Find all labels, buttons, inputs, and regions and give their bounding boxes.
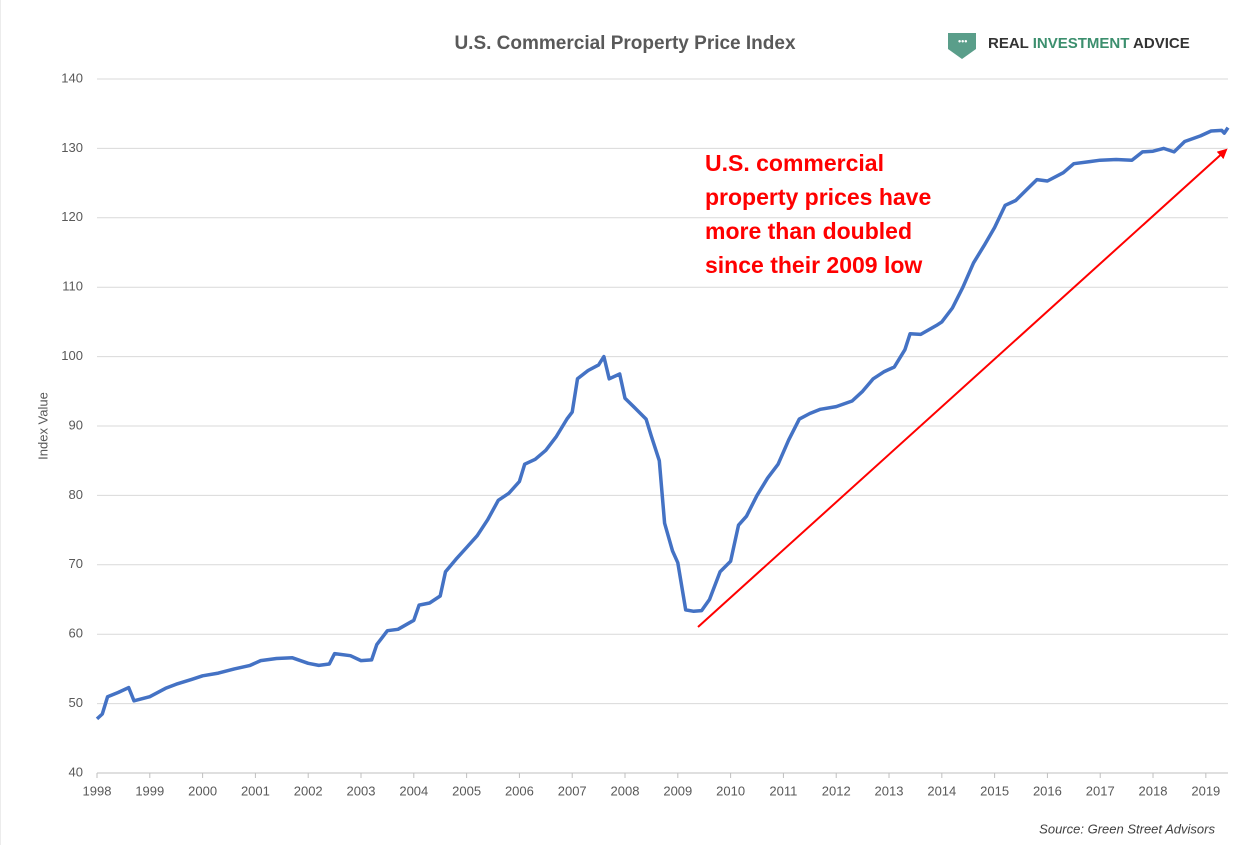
annotation: U.S. commercial property prices have more …: [705, 150, 931, 278]
data-line: [95, 126, 1230, 721]
logo-word: INVESTMENT: [1033, 35, 1130, 52]
y-tick-label: 140: [61, 70, 83, 85]
logo-text: REAL INVESTMENT ADVICE: [988, 35, 1190, 52]
y-axis-label: Index Value: [35, 392, 50, 460]
x-tick-label: 2012: [822, 783, 851, 798]
x-tick-label: 2016: [1033, 783, 1062, 798]
y-tick-label: 50: [69, 695, 83, 710]
y-tick-label: 70: [69, 556, 83, 571]
x-tick-label: 2002: [294, 783, 323, 798]
annotation-line: U.S. commercial: [705, 150, 884, 176]
logo-word: ADVICE: [1133, 35, 1190, 52]
x-tick-label: 2004: [399, 783, 428, 798]
x-tick-label: 2008: [611, 783, 640, 798]
logo-dots: •••: [958, 36, 967, 46]
y-tick-label: 40: [69, 764, 83, 779]
annotation-line: more than doubled: [705, 218, 912, 244]
y-tick-label: 110: [62, 279, 83, 294]
y-tick-label: 90: [69, 417, 83, 432]
x-tick-label: 2011: [769, 783, 797, 798]
x-tick-label: 2003: [347, 783, 376, 798]
y-tick-label: 80: [69, 487, 83, 502]
x-tick-label: 2010: [716, 783, 745, 798]
y-tick-label: 120: [61, 209, 83, 224]
x-tick-label: 2019: [1191, 783, 1220, 798]
x-tick-label: 2014: [927, 783, 956, 798]
x-tick-label: 2001: [241, 783, 270, 798]
logo-icon: [948, 33, 976, 59]
chart-title: U.S. Commercial Property Price Index: [454, 33, 796, 54]
x-tick-label: 1999: [135, 783, 164, 798]
y-tick-label: 100: [61, 348, 83, 363]
x-tick-label: 2007: [558, 783, 587, 798]
y-tick-label: 60: [69, 626, 83, 641]
logo-word: REAL: [988, 35, 1029, 52]
x-tick-label: 2000: [188, 783, 217, 798]
trend-arrow: [697, 148, 1228, 628]
source-note: Source: Green Street Advisors: [1039, 821, 1215, 836]
x-tick-label: 2013: [875, 783, 904, 798]
x-tick-label: 2018: [1139, 783, 1168, 798]
x-tick-label: 2017: [1086, 783, 1115, 798]
annotation-line: property prices have: [705, 184, 931, 210]
x-tick-label: 2005: [452, 783, 481, 798]
y-tick-label: 130: [61, 140, 83, 155]
x-tick-label: 2009: [663, 783, 692, 798]
x-tick-label: 1998: [83, 783, 112, 798]
annotation-line: since their 2009 low: [705, 252, 922, 278]
x-tick-label: 2015: [980, 783, 1009, 798]
x-tick-label: 2006: [505, 783, 534, 798]
